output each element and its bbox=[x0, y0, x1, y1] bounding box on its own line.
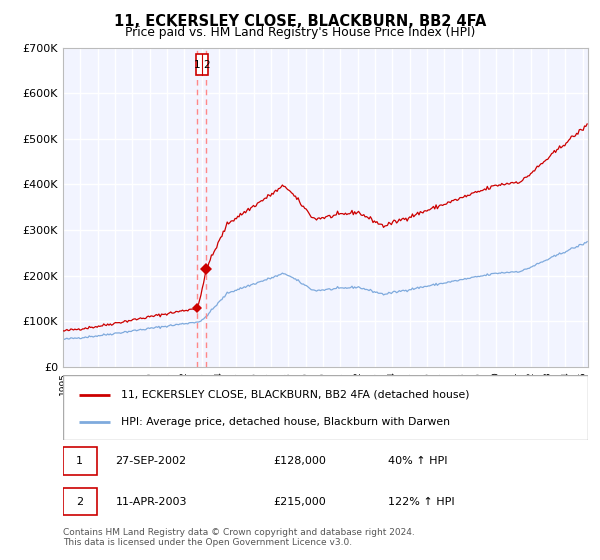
Bar bbox=[63, 447, 97, 475]
Text: 27-SEP-2002: 27-SEP-2002 bbox=[115, 456, 187, 466]
Text: Price paid vs. HM Land Registry's House Price Index (HPI): Price paid vs. HM Land Registry's House … bbox=[125, 26, 475, 39]
Text: 2: 2 bbox=[203, 60, 210, 69]
Text: 40% ↑ HPI: 40% ↑ HPI bbox=[389, 456, 448, 466]
Text: 11, ECKERSLEY CLOSE, BLACKBURN, BB2 4FA: 11, ECKERSLEY CLOSE, BLACKBURN, BB2 4FA bbox=[114, 14, 486, 29]
Text: 2: 2 bbox=[76, 497, 83, 507]
Text: £128,000: £128,000 bbox=[273, 456, 326, 466]
Text: 1: 1 bbox=[76, 456, 83, 466]
Text: 1: 1 bbox=[193, 60, 200, 69]
Bar bbox=[196, 54, 208, 75]
Text: 122% ↑ HPI: 122% ↑ HPI bbox=[389, 497, 455, 507]
Text: 11, ECKERSLEY CLOSE, BLACKBURN, BB2 4FA (detached house): 11, ECKERSLEY CLOSE, BLACKBURN, BB2 4FA … bbox=[121, 390, 469, 399]
Text: Contains HM Land Registry data © Crown copyright and database right 2024.
This d: Contains HM Land Registry data © Crown c… bbox=[63, 528, 415, 547]
Text: 11-APR-2003: 11-APR-2003 bbox=[115, 497, 187, 507]
Bar bbox=[63, 488, 97, 515]
Text: £215,000: £215,000 bbox=[273, 497, 326, 507]
Text: HPI: Average price, detached house, Blackburn with Darwen: HPI: Average price, detached house, Blac… bbox=[121, 417, 450, 427]
